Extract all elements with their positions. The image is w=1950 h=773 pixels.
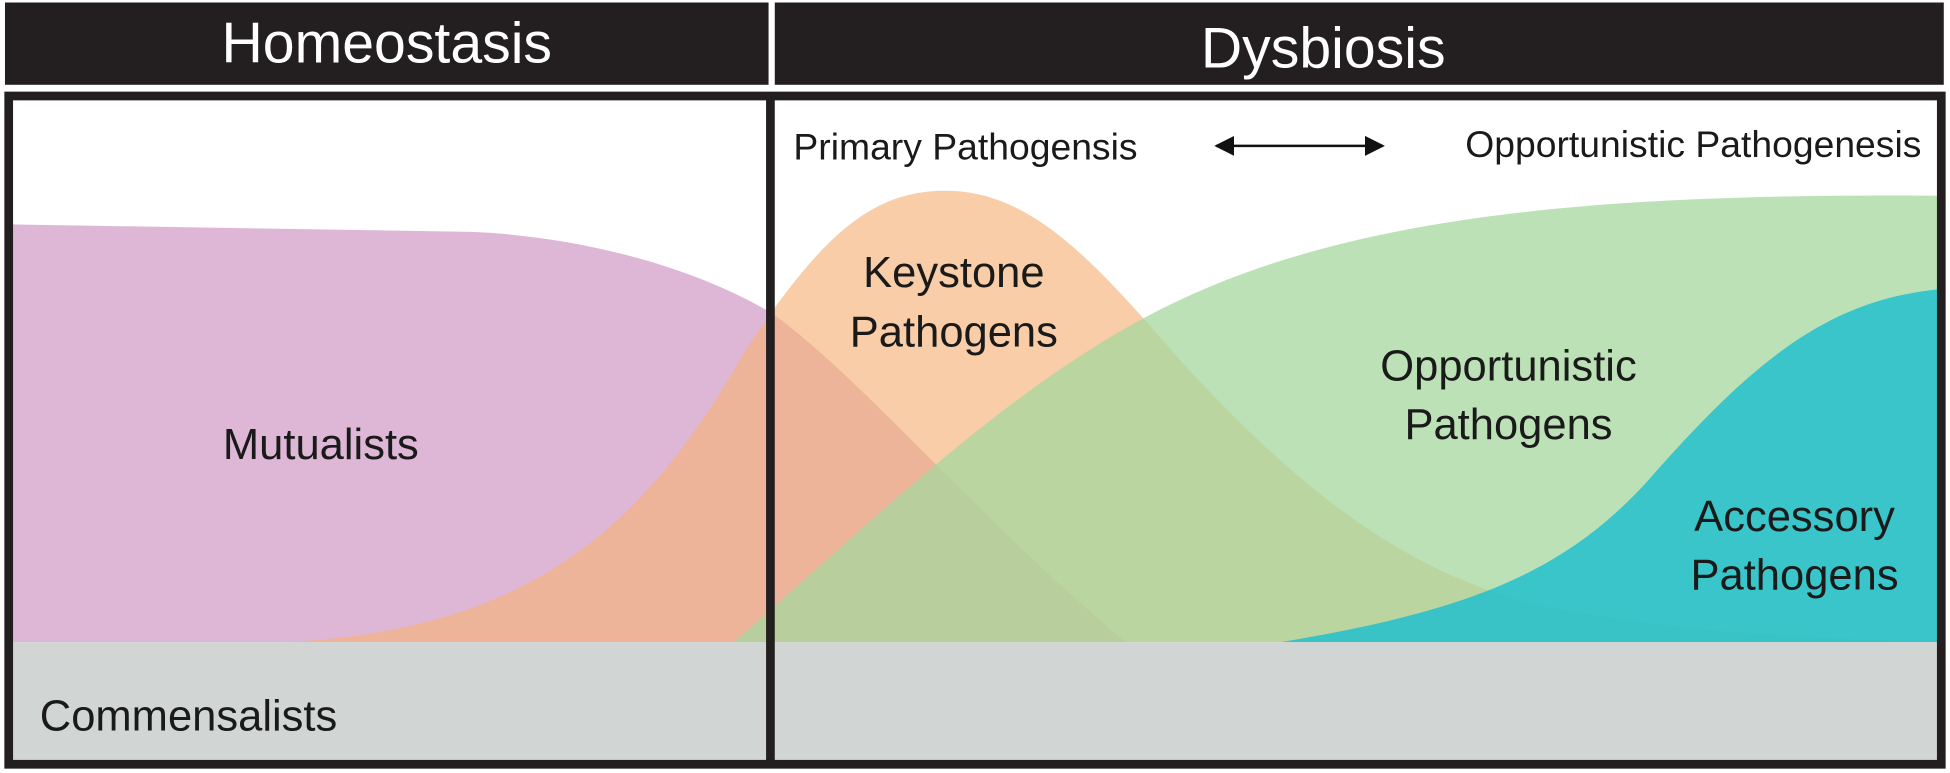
accessory-area xyxy=(1280,289,1941,643)
region-label: Mutualists xyxy=(223,421,419,469)
region-label: Pathogens xyxy=(1690,552,1898,600)
header-bar xyxy=(4,2,769,85)
axis-label: Opportunistic Pathogenesis xyxy=(1465,123,1921,165)
header-title: Dysbiosis xyxy=(1201,16,1446,80)
region-label: Pathogens xyxy=(850,309,1058,357)
region-label: Keystone xyxy=(863,249,1044,297)
commensalists-area xyxy=(9,642,1941,764)
region-label: Opportunistic xyxy=(1380,342,1636,390)
plot-area xyxy=(9,190,1941,764)
axis-label: Primary Pathogensis xyxy=(793,126,1137,168)
frame xyxy=(4,91,1946,769)
region-label: Pathogens xyxy=(1404,401,1612,449)
header-title: Homeostasis xyxy=(221,11,552,75)
header-bar xyxy=(774,2,1944,85)
region-label: Commensalists xyxy=(40,693,337,741)
region-label: Accessory xyxy=(1694,493,1895,541)
